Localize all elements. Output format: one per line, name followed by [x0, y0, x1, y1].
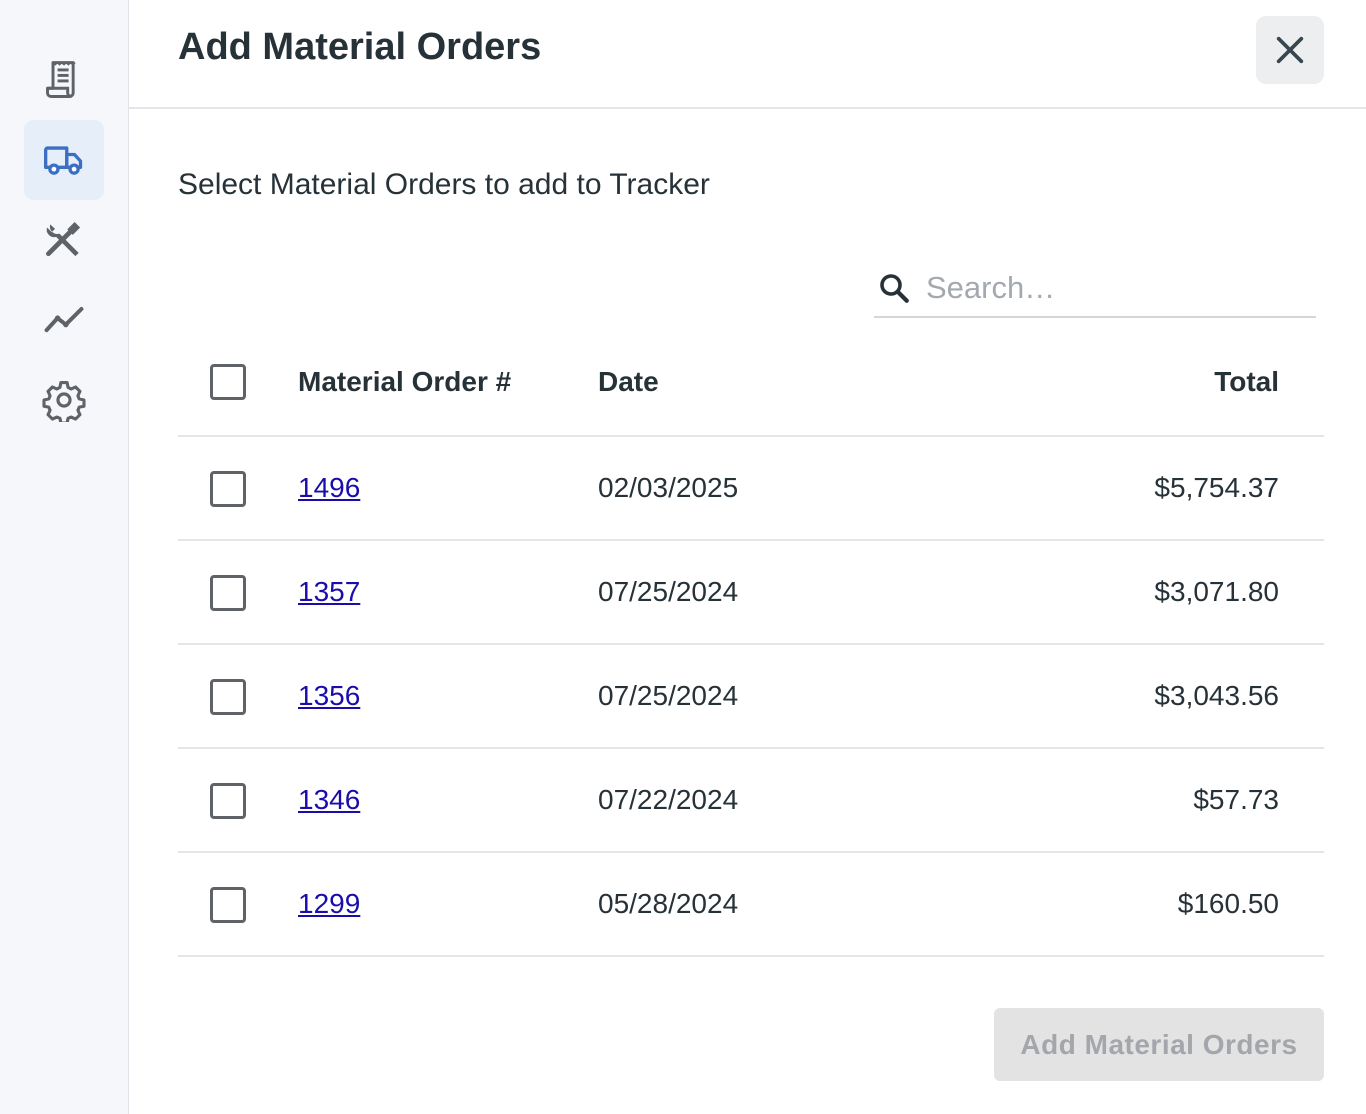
order-date: 07/22/2024: [598, 784, 739, 815]
trend-line-icon: [44, 306, 84, 333]
nav-item-invoices[interactable]: [24, 40, 104, 120]
row-checkbox[interactable]: [210, 887, 246, 923]
table-row: 1346 07/22/2024 $57.73: [178, 749, 1324, 853]
column-header-total: Total: [1214, 366, 1279, 397]
order-date: 05/28/2024: [598, 888, 739, 919]
sidebar-nav: [0, 0, 129, 1114]
table-row: 1496 02/03/2025 $5,754.37: [178, 437, 1324, 541]
row-checkbox[interactable]: [210, 679, 246, 715]
dialog-title: Add Material Orders: [178, 26, 542, 68]
tools-icon: [46, 222, 81, 257]
truck-icon: [44, 146, 83, 175]
add-material-orders-button[interactable]: Add Material Orders: [994, 1008, 1324, 1081]
order-link[interactable]: 1356: [298, 680, 361, 711]
row-checkbox[interactable]: [210, 471, 246, 507]
close-button[interactable]: [1256, 16, 1324, 84]
gear-icon: [42, 381, 86, 422]
order-link[interactable]: 1357: [298, 576, 361, 607]
column-header-order: Material Order #: [298, 366, 512, 397]
close-icon: [1276, 36, 1304, 64]
order-total: $3,043.56: [1154, 680, 1279, 711]
search-box: [874, 260, 1316, 318]
nav-item-tools[interactable]: [24, 200, 104, 280]
order-total: $3,071.80: [1154, 576, 1279, 607]
column-header-date: Date: [598, 366, 659, 397]
order-total: $5,754.37: [1154, 472, 1279, 503]
order-total: $57.73: [1193, 784, 1279, 815]
order-link[interactable]: 1496: [298, 472, 361, 503]
order-date: 02/03/2025: [598, 472, 739, 503]
row-checkbox[interactable]: [210, 575, 246, 611]
row-checkbox[interactable]: [210, 783, 246, 819]
table-row: 1356 07/25/2024 $3,043.56: [178, 645, 1324, 749]
order-link[interactable]: 1299: [298, 888, 361, 919]
nav-item-analytics[interactable]: [24, 280, 104, 360]
nav-item-material-orders[interactable]: [24, 120, 104, 200]
add-material-orders-dialog: Add Material Orders Select Material Orde…: [129, 0, 1366, 1114]
search-icon: [880, 274, 909, 303]
select-all-checkbox[interactable]: [210, 364, 246, 400]
nav-item-settings[interactable]: [24, 360, 104, 440]
search-input[interactable]: [924, 269, 1304, 307]
table-header-row: Material Order # Date Total: [178, 326, 1324, 437]
order-date: 07/25/2024: [598, 680, 739, 711]
order-link[interactable]: 1346: [298, 784, 361, 815]
table-row: 1299 05/28/2024 $160.50: [178, 853, 1324, 957]
material-orders-table: Material Order # Date Total 1496 02/03/2…: [178, 326, 1324, 957]
receipt-icon: [46, 61, 76, 98]
table-row: 1357 07/25/2024 $3,071.80: [178, 541, 1324, 645]
order-total: $160.50: [1177, 888, 1279, 919]
order-date: 07/25/2024: [598, 576, 739, 607]
dialog-header: Add Material Orders: [129, 0, 1366, 109]
dialog-instructions: Select Material Orders to add to Tracker: [178, 168, 710, 201]
